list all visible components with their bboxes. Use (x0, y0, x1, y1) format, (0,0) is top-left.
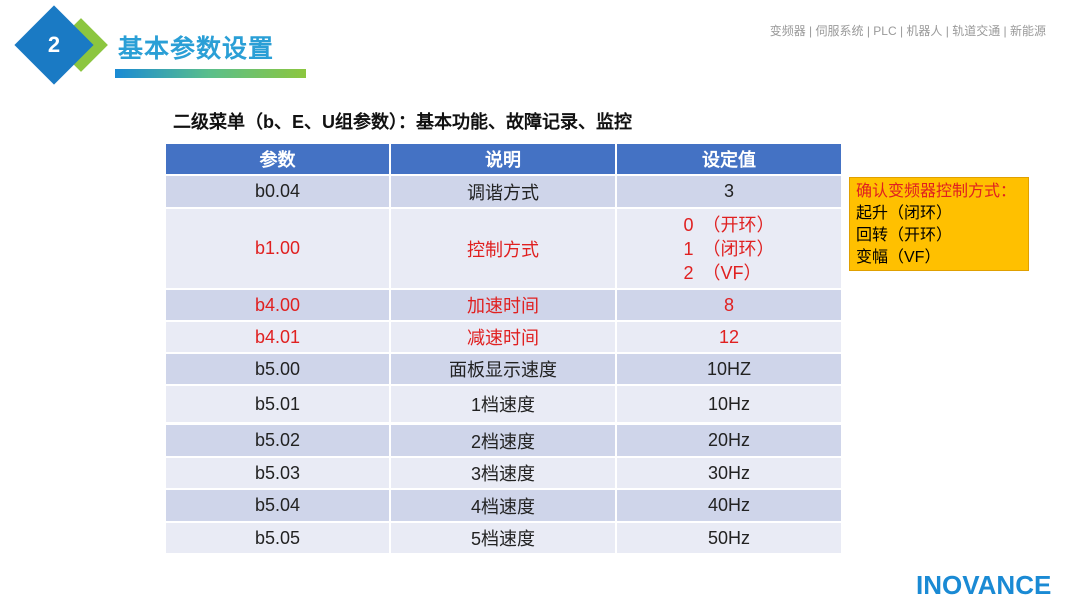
table-row: b5.04 4档速度 40Hz (166, 490, 841, 521)
cell-value: 10HZ (617, 354, 841, 384)
table-row: b5.03 3档速度 30Hz (166, 458, 841, 488)
cell-value: 10Hz (617, 386, 841, 422)
cell-desc: 4档速度 (391, 490, 615, 521)
cell-value: 0 （开环） 1 （闭环） 2 （VF） (617, 209, 841, 288)
inovance-logo: INOVANCE (916, 570, 1052, 600)
cell-param: b5.03 (166, 458, 389, 488)
table-row: b4.00 加速时间 8 (166, 290, 841, 320)
cell-value: 8 (617, 290, 841, 320)
cell-param: b4.01 (166, 322, 389, 352)
page-title: 基本参数设置 (118, 35, 275, 63)
top-nav-text: 变频器 | 伺服系统 | PLC | 机器人 | 轨道交通 | 新能源 (769, 24, 1046, 38)
cell-param: b1.00 (166, 209, 389, 288)
cell-desc: 控制方式 (391, 209, 615, 288)
table-row: b4.01 减速时间 12 (166, 322, 841, 352)
cell-value: 40Hz (617, 490, 841, 521)
column-header: 设定值 (617, 144, 841, 174)
cell-desc: 2档速度 (391, 425, 615, 456)
cell-desc: 减速时间 (391, 322, 615, 352)
column-header: 说明 (391, 144, 615, 174)
cell-desc: 面板显示速度 (391, 354, 615, 384)
table-row: b0.04 调谐方式 3 (166, 176, 841, 207)
table-row: b5.01 1档速度 10Hz (166, 386, 841, 422)
cell-desc: 1档速度 (391, 386, 615, 422)
subtitle: 二级菜单（b、E、U组参数）：基本功能、故障记录、监控 (173, 112, 632, 132)
column-header: 参数 (166, 144, 389, 174)
cell-desc: 加速时间 (391, 290, 615, 320)
cell-desc: 3档速度 (391, 458, 615, 488)
cell-param: b4.00 (166, 290, 389, 320)
control-mode-note: 确认变频器控制方式： 起升（闭环） 回转（开环） 变幅（VF） (849, 177, 1029, 271)
cell-value: 12 (617, 322, 841, 352)
cell-param: b0.04 (166, 176, 389, 207)
table-row: b5.05 5档速度 50Hz (166, 523, 841, 553)
cell-desc: 5档速度 (391, 523, 615, 553)
cell-value: 3 (617, 176, 841, 207)
table-row: b5.02 2档速度 20Hz (166, 425, 841, 456)
table-row: b1.00 控制方式 0 （开环） 1 （闭环） 2 （VF） (166, 209, 841, 288)
note-title: 确认变频器控制方式： (856, 183, 1017, 200)
cell-param: b5.04 (166, 490, 389, 521)
note-line: 变幅（VF） (856, 249, 941, 266)
cell-value: 20Hz (617, 425, 841, 456)
note-line: 回转（开环） (856, 227, 953, 244)
cell-value: 50Hz (617, 523, 841, 553)
table-header: 参数 说明 设定值 (166, 144, 841, 174)
section-number: 2 (47, 32, 61, 57)
note-line: 起升（闭环） (856, 205, 953, 222)
cell-param: b5.05 (166, 523, 389, 553)
cell-param: b5.00 (166, 354, 389, 384)
cell-param: b5.02 (166, 425, 389, 456)
table-row: b5.00 面板显示速度 10HZ (166, 354, 841, 384)
cell-desc: 调谐方式 (391, 176, 615, 207)
title-underline (115, 69, 306, 78)
cell-param: b5.01 (166, 386, 389, 422)
cell-value: 30Hz (617, 458, 841, 488)
